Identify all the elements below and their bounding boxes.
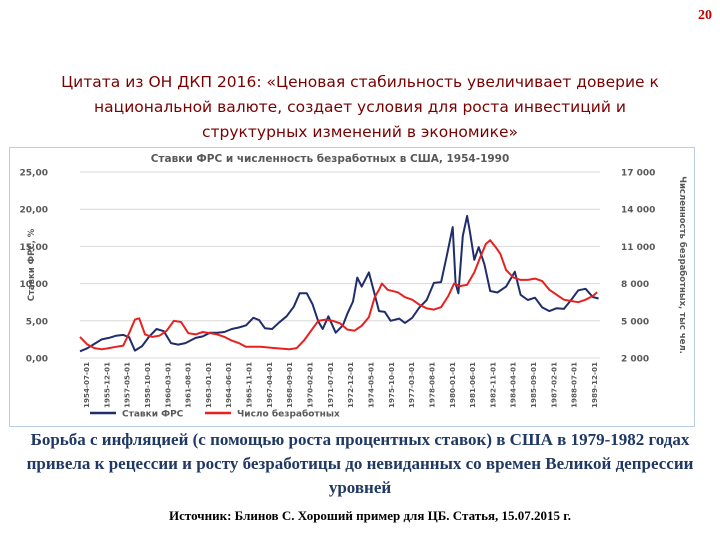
page-number: 20	[698, 8, 712, 23]
x-tick-label: 1965-11-01	[245, 362, 254, 408]
legend-label: Ставки ФРС	[122, 410, 184, 420]
x-tick-label: 1972-12-01	[346, 362, 355, 408]
x-tick-label: 1989-12-01	[590, 362, 599, 408]
x-tick-label: 1985-09-01	[529, 362, 538, 408]
y-tick-label: 5,00	[26, 317, 48, 327]
x-tick-label: 1987-02-01	[549, 362, 558, 408]
x-tick-label: 1975-10-01	[387, 362, 396, 408]
y-tick-label: 15,00	[20, 243, 48, 253]
x-tick-label: 1974-05-01	[366, 362, 375, 408]
x-tick-label: 1984-04-01	[509, 362, 518, 408]
x-tick-label: 1955-12-01	[102, 362, 111, 408]
x-tick-label: 1954-07-01	[82, 362, 91, 408]
y-axis-title: Ставки ФРС, %	[27, 228, 37, 301]
x-tick-label: 1980-01-01	[448, 362, 457, 408]
y-tick-label: 0,00	[26, 355, 48, 365]
x-tick-label: 1958-10-01	[143, 362, 152, 408]
x-tick-label: 1970-02-01	[306, 362, 315, 408]
y-tick-label: 25,00	[20, 169, 48, 179]
x-tick-label: 1977-03-01	[407, 362, 416, 408]
x-tick-label: 1978-08-01	[427, 362, 436, 408]
x-tick-label: 1967-04-01	[265, 362, 274, 408]
x-tick-label: 1988-07-01	[570, 362, 579, 408]
y2-tick-label: 2 000	[621, 355, 649, 365]
y2-tick-label: 5 000	[621, 317, 649, 327]
x-tick-label: 1964-06-01	[224, 362, 233, 408]
x-tick-label: 1960-03-01	[163, 362, 172, 408]
source-note: Источник: Блинов С. Хороший пример для Ц…	[169, 508, 571, 523]
y2-tick-label: 17 000	[621, 169, 655, 179]
x-tick-label: 1981-06-01	[468, 362, 477, 408]
y2-tick-label: 14 000	[621, 206, 655, 216]
chart-svg: Ставки ФРС и численность безработных в С…	[20, 153, 688, 420]
slide-caption: Борьба с инфляцией (с помощью роста проц…	[26, 430, 694, 497]
quote-text: Цитата из ОН ДКП 2016: «Ценовая стабильн…	[61, 73, 659, 141]
y2-tick-label: 11 000	[621, 243, 655, 253]
x-tick-label: 1982-11-01	[488, 362, 497, 408]
series-line-unemployment	[79, 239, 598, 351]
series-line-fed-rate	[79, 214, 599, 353]
x-tick-label: 1961-08-01	[184, 362, 193, 408]
y-tick-label: 20,00	[20, 206, 48, 216]
y2-tick-label: 8 000	[621, 280, 649, 290]
chart-title: Ставки ФРС и численность безработных в С…	[151, 153, 510, 165]
x-tick-label: 1957-05-01	[123, 362, 132, 408]
y2-axis-title: Численность безработных, тыс чел.	[677, 176, 688, 354]
x-tick-label: 1963-01-01	[204, 362, 213, 408]
y-tick-label: 10,00	[20, 280, 48, 290]
x-tick-label: 1968-09-01	[285, 362, 294, 408]
x-tick-label: 1971-07-01	[326, 362, 335, 408]
legend-label: Число безработных	[237, 409, 340, 420]
chart-frame: Ставки ФРС и численность безработных в С…	[9, 147, 695, 427]
